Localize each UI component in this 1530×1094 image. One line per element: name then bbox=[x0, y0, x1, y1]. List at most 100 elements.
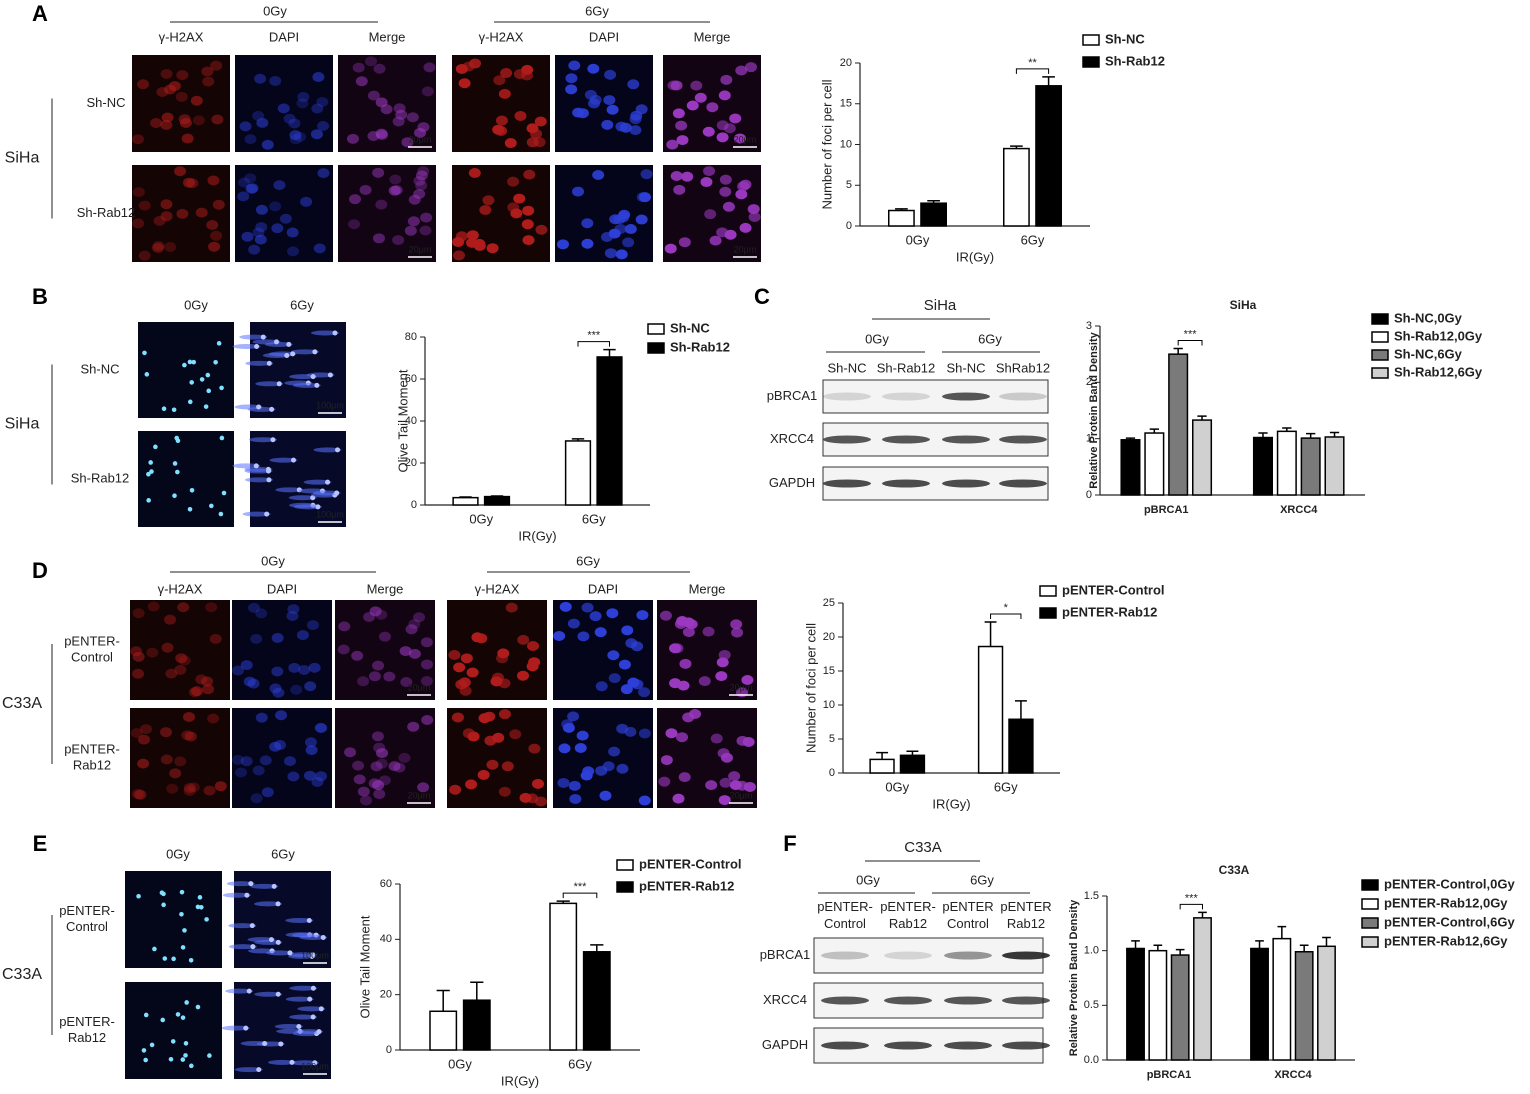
nucleus bbox=[181, 730, 194, 741]
comet-tail bbox=[244, 468, 273, 474]
panel-letter: F bbox=[783, 831, 796, 856]
nucleus bbox=[368, 671, 381, 682]
nucleus bbox=[528, 743, 541, 754]
comet-head bbox=[189, 1063, 194, 1069]
error-bar bbox=[1255, 940, 1264, 949]
blot-band bbox=[999, 479, 1047, 488]
comet-head bbox=[175, 469, 180, 475]
nucleus bbox=[244, 173, 257, 184]
nucleus bbox=[305, 745, 318, 756]
nucleus bbox=[581, 602, 594, 613]
comet-head bbox=[253, 463, 259, 469]
nucleus bbox=[627, 677, 640, 688]
nucleus bbox=[359, 184, 372, 195]
nucleus bbox=[187, 782, 200, 793]
nucleus bbox=[730, 619, 743, 630]
x-tick-label: 0Gy bbox=[448, 1056, 472, 1071]
nucleus bbox=[517, 634, 530, 645]
y-axis-label: Olive Tail Moment bbox=[395, 369, 410, 472]
comet-head bbox=[325, 479, 331, 485]
y-tick-label: 5 bbox=[829, 733, 835, 745]
comet-head bbox=[316, 1029, 322, 1035]
nucleus bbox=[471, 632, 484, 643]
comet-head bbox=[191, 359, 197, 365]
comet-head bbox=[290, 351, 296, 357]
nucleus bbox=[130, 646, 143, 657]
comet-head bbox=[168, 1056, 174, 1062]
comet-head bbox=[246, 988, 252, 994]
y-tick-label: 40 bbox=[380, 933, 392, 945]
error-bar bbox=[1299, 944, 1309, 952]
nucleus bbox=[273, 180, 286, 191]
y-tick-label: 10 bbox=[840, 138, 852, 150]
nucleus bbox=[304, 681, 317, 692]
comet-tail bbox=[297, 1006, 326, 1012]
y-tick-label: 0.5 bbox=[1084, 999, 1099, 1011]
dose-label: 0Gy bbox=[263, 3, 287, 18]
nucleus bbox=[255, 222, 268, 233]
stain-label: γ-H2AX bbox=[479, 29, 524, 44]
nucleus bbox=[595, 681, 608, 692]
comet-head bbox=[216, 341, 222, 346]
y-axis-label: Number of foci per cell bbox=[803, 623, 818, 753]
comet-head bbox=[180, 1057, 186, 1062]
nucleus bbox=[311, 103, 324, 114]
nucleus bbox=[357, 786, 370, 797]
nucleus bbox=[625, 638, 638, 649]
x-tick-label: 6Gy bbox=[1021, 232, 1045, 247]
comet-head bbox=[183, 1041, 189, 1046]
nucleus bbox=[420, 637, 433, 648]
micrograph bbox=[130, 708, 230, 808]
nucleus bbox=[682, 712, 695, 723]
nucleus bbox=[466, 237, 479, 248]
nucleus bbox=[608, 746, 621, 757]
nucleus bbox=[581, 238, 594, 249]
error-bar bbox=[876, 751, 889, 760]
error-bar bbox=[590, 944, 604, 952]
nucleus bbox=[161, 112, 174, 123]
nucleus bbox=[599, 790, 612, 801]
comet-head bbox=[327, 372, 333, 378]
nucleus bbox=[240, 660, 253, 671]
error-bar bbox=[895, 208, 908, 211]
nucleus bbox=[482, 195, 495, 206]
nucleus bbox=[152, 243, 165, 254]
scale-bar-label: 20μm bbox=[408, 790, 431, 800]
bar bbox=[1250, 947, 1269, 1061]
nucleus bbox=[160, 211, 173, 222]
bar bbox=[977, 645, 1004, 774]
error-bar bbox=[1042, 76, 1055, 86]
nucleus bbox=[201, 66, 214, 77]
nucleus bbox=[290, 684, 303, 695]
nucleus bbox=[269, 683, 282, 694]
nucleus bbox=[606, 104, 619, 115]
legend-label: pENTER-Control bbox=[1062, 582, 1165, 597]
error-bar bbox=[490, 495, 504, 497]
bar bbox=[1003, 147, 1030, 227]
stain-label: DAPI bbox=[267, 581, 297, 596]
nucleus bbox=[462, 61, 475, 72]
nucleus bbox=[678, 237, 691, 248]
nucleus bbox=[576, 730, 589, 741]
error-bar bbox=[906, 750, 919, 756]
nucleus bbox=[252, 765, 265, 776]
nucleus bbox=[718, 649, 731, 660]
nucleus bbox=[589, 94, 602, 105]
nucleus bbox=[252, 110, 265, 121]
comet-head bbox=[144, 372, 150, 377]
nucleus bbox=[160, 119, 173, 130]
nucleus bbox=[559, 601, 572, 612]
error-bar bbox=[436, 989, 450, 1012]
comet-head bbox=[244, 892, 250, 898]
significance-label: *** bbox=[574, 881, 588, 893]
nucleus bbox=[306, 620, 319, 631]
nucleus bbox=[460, 653, 473, 664]
blot-title: C33A bbox=[904, 839, 942, 856]
group-label: Sh-NC bbox=[86, 95, 125, 110]
group-label: pENTER- bbox=[59, 1014, 115, 1029]
comet-head bbox=[320, 934, 326, 940]
comet-tail bbox=[290, 1060, 319, 1066]
x-tick-label: 6Gy bbox=[582, 511, 606, 526]
nucleus bbox=[600, 232, 613, 243]
